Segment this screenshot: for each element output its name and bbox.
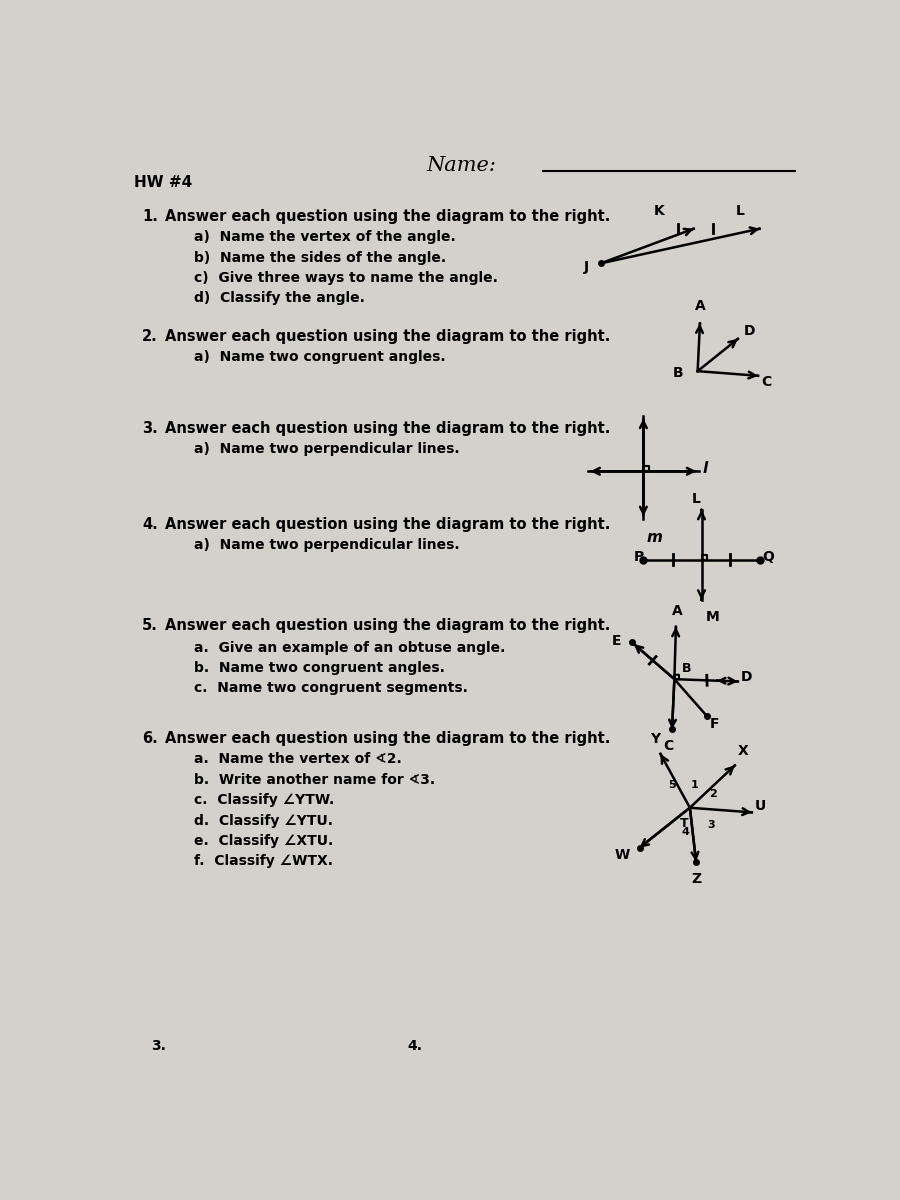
- Text: HW #4: HW #4: [134, 175, 193, 190]
- Text: W: W: [614, 848, 629, 863]
- Text: Z: Z: [691, 872, 701, 887]
- Text: 2.: 2.: [142, 329, 157, 343]
- Text: 6.: 6.: [142, 731, 157, 745]
- Text: a)  Name two perpendicular lines.: a) Name two perpendicular lines.: [194, 442, 460, 456]
- Text: d.  Classify ∠YTU.: d. Classify ∠YTU.: [194, 814, 333, 828]
- Text: A: A: [672, 604, 683, 618]
- Text: Answer each question using the diagram to the right.: Answer each question using the diagram t…: [166, 329, 610, 343]
- Text: A: A: [696, 299, 706, 313]
- Text: 4.: 4.: [407, 1039, 422, 1052]
- Text: a.  Give an example of an obtuse angle.: a. Give an example of an obtuse angle.: [194, 641, 505, 655]
- Text: T: T: [680, 817, 688, 830]
- Text: F: F: [710, 716, 719, 731]
- Text: Answer each question using the diagram to the right.: Answer each question using the diagram t…: [166, 517, 610, 533]
- Text: a.  Name the vertex of ∢2.: a. Name the vertex of ∢2.: [194, 752, 401, 767]
- Text: m: m: [646, 529, 662, 545]
- Text: 4.: 4.: [142, 517, 157, 533]
- Text: c)  Give three ways to name the angle.: c) Give three ways to name the angle.: [194, 271, 498, 286]
- Text: 1.: 1.: [142, 210, 157, 224]
- Text: B: B: [682, 661, 691, 674]
- Text: f.  Classify ∠WTX.: f. Classify ∠WTX.: [194, 854, 333, 869]
- Text: Answer each question using the diagram to the right.: Answer each question using the diagram t…: [166, 731, 610, 745]
- Text: P: P: [634, 550, 643, 564]
- Text: e.  Classify ∠XTU.: e. Classify ∠XTU.: [194, 834, 333, 848]
- Text: c.  Name two congruent segments.: c. Name two congruent segments.: [194, 682, 468, 696]
- Text: d)  Classify the angle.: d) Classify the angle.: [194, 292, 364, 306]
- Text: Y: Y: [650, 732, 660, 746]
- Text: c.  Classify ∠YTW.: c. Classify ∠YTW.: [194, 793, 334, 808]
- Text: 1: 1: [690, 780, 698, 790]
- Text: J: J: [584, 260, 590, 274]
- Text: 2: 2: [709, 788, 717, 799]
- Text: X: X: [738, 744, 749, 757]
- Text: a)  Name two congruent angles.: a) Name two congruent angles.: [194, 349, 446, 364]
- Text: C: C: [761, 374, 771, 389]
- Text: b.  Name two congruent angles.: b. Name two congruent angles.: [194, 661, 445, 676]
- Text: b)  Name the sides of the angle.: b) Name the sides of the angle.: [194, 251, 446, 265]
- Text: a)  Name the vertex of the angle.: a) Name the vertex of the angle.: [194, 230, 455, 245]
- Text: 3.: 3.: [151, 1039, 166, 1052]
- Text: U: U: [755, 799, 766, 814]
- Text: 4: 4: [681, 827, 689, 838]
- Text: l: l: [702, 461, 707, 475]
- Text: 5: 5: [668, 780, 676, 790]
- Text: a)  Name two perpendicular lines.: a) Name two perpendicular lines.: [194, 539, 460, 552]
- Text: B: B: [673, 366, 684, 379]
- Text: Answer each question using the diagram to the right.: Answer each question using the diagram t…: [166, 421, 610, 436]
- Text: E: E: [612, 634, 622, 648]
- Text: C: C: [663, 739, 673, 754]
- Text: Answer each question using the diagram to the right.: Answer each question using the diagram t…: [166, 210, 610, 224]
- Text: Name:: Name:: [427, 156, 496, 175]
- Text: D: D: [744, 324, 756, 338]
- Text: Q: Q: [762, 550, 774, 564]
- Text: K: K: [653, 204, 664, 218]
- Text: D: D: [740, 670, 752, 684]
- Text: M: M: [706, 610, 719, 624]
- Text: 3: 3: [707, 820, 716, 829]
- Text: Answer each question using the diagram to the right.: Answer each question using the diagram t…: [166, 618, 610, 632]
- Text: L: L: [736, 204, 744, 218]
- Text: L: L: [692, 492, 701, 506]
- Text: 5.: 5.: [142, 618, 157, 632]
- Text: 3.: 3.: [142, 421, 157, 436]
- Text: b.  Write another name for ∢3.: b. Write another name for ∢3.: [194, 773, 435, 787]
